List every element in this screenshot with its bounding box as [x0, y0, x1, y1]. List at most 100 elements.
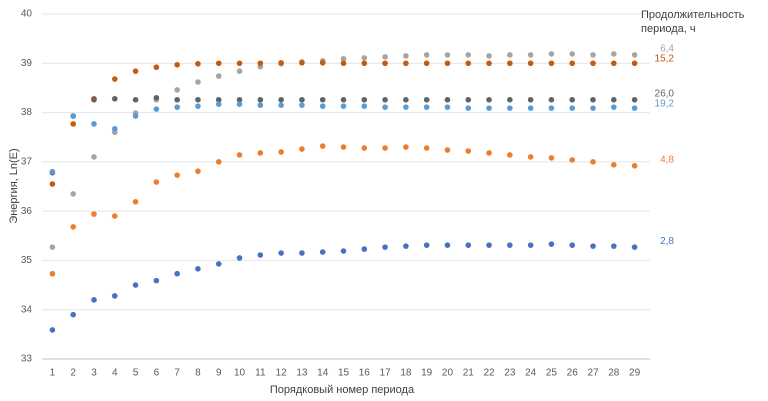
data-point — [444, 60, 451, 67]
series-label: 6,4 — [660, 44, 674, 55]
data-point — [361, 60, 368, 67]
data-point — [527, 52, 534, 58]
y-axis-title: Энергия, Ln(E) — [8, 148, 20, 223]
data-point — [340, 144, 347, 150]
data-point — [527, 60, 534, 67]
data-point — [132, 96, 139, 103]
data-point — [319, 59, 326, 66]
series-label: 19,2 — [655, 98, 675, 109]
data-point — [195, 168, 201, 175]
data-point — [527, 242, 534, 248]
y-tick-label: 40 — [21, 9, 33, 20]
data-point — [590, 159, 596, 165]
data-point — [91, 297, 97, 303]
data-point — [278, 102, 284, 108]
data-point — [507, 60, 513, 67]
data-point — [465, 52, 472, 58]
data-point — [153, 64, 160, 71]
data-point — [153, 277, 160, 284]
data-point — [569, 157, 576, 163]
data-point — [319, 103, 326, 109]
y-tick-label: 34 — [21, 304, 33, 315]
data-point — [132, 198, 139, 205]
data-point — [465, 242, 472, 248]
data-point — [340, 56, 347, 62]
data-point — [361, 103, 368, 109]
data-point — [278, 96, 284, 103]
data-point — [444, 147, 451, 153]
data-point — [236, 152, 243, 158]
data-point — [195, 96, 201, 103]
x-tick-label: 22 — [483, 368, 495, 379]
data-point — [153, 179, 160, 185]
x-tick-label: 24 — [525, 368, 537, 379]
data-point — [215, 73, 222, 79]
data-point — [631, 60, 638, 67]
data-point — [631, 163, 638, 169]
x-tick-label: 18 — [400, 368, 412, 379]
data-point — [423, 52, 430, 58]
data-point — [111, 213, 118, 219]
data-point — [569, 105, 576, 111]
x-tick-label: 12 — [276, 368, 288, 379]
data-point — [611, 60, 617, 67]
data-point — [444, 242, 451, 248]
data-point — [174, 172, 180, 178]
series-label: 26,0 — [655, 88, 675, 99]
x-tick-label: 27 — [587, 368, 599, 379]
data-point — [423, 145, 430, 151]
data-point — [70, 311, 76, 318]
x-tick-label: 8 — [195, 368, 201, 379]
data-point — [507, 242, 513, 248]
x-tick-label: 11 — [255, 368, 266, 379]
data-point — [236, 101, 243, 107]
data-point — [361, 145, 368, 151]
data-point — [507, 96, 513, 103]
data-point — [278, 149, 284, 155]
x-tick-label: 20 — [442, 368, 454, 379]
data-point — [111, 95, 118, 102]
data-point — [319, 143, 326, 149]
x-axis-title: Порядковый номер периода — [270, 384, 415, 396]
data-point — [423, 242, 430, 248]
data-point — [527, 154, 534, 160]
data-point — [631, 105, 638, 111]
data-point — [548, 105, 555, 111]
data-point — [236, 60, 243, 67]
data-point — [340, 248, 347, 254]
data-point — [70, 121, 76, 127]
data-point — [527, 96, 534, 103]
data-point — [569, 60, 576, 67]
data-point — [486, 60, 492, 67]
data-point — [382, 60, 388, 67]
data-point — [195, 79, 201, 85]
data-point — [174, 104, 180, 110]
series-label: 2,8 — [660, 236, 674, 247]
data-point — [486, 96, 492, 103]
data-point — [611, 162, 617, 168]
data-point — [174, 96, 180, 103]
data-point — [486, 242, 492, 248]
data-point — [548, 96, 555, 103]
data-point — [423, 96, 430, 103]
x-tick-label: 3 — [91, 368, 97, 379]
data-point — [611, 243, 617, 249]
data-point — [111, 76, 118, 82]
data-point — [215, 96, 222, 103]
data-point — [215, 101, 222, 107]
data-point — [195, 60, 201, 67]
data-point — [465, 60, 472, 67]
data-point — [257, 102, 264, 108]
data-point — [403, 96, 409, 103]
x-tick-label: 13 — [296, 368, 308, 379]
data-point — [319, 96, 326, 103]
data-point — [49, 168, 56, 175]
data-point — [195, 103, 201, 109]
y-tick-label: 33 — [21, 354, 33, 365]
data-point — [340, 96, 347, 103]
data-point — [569, 51, 576, 57]
y-tick-label: 35 — [21, 255, 33, 266]
data-point — [403, 104, 409, 110]
